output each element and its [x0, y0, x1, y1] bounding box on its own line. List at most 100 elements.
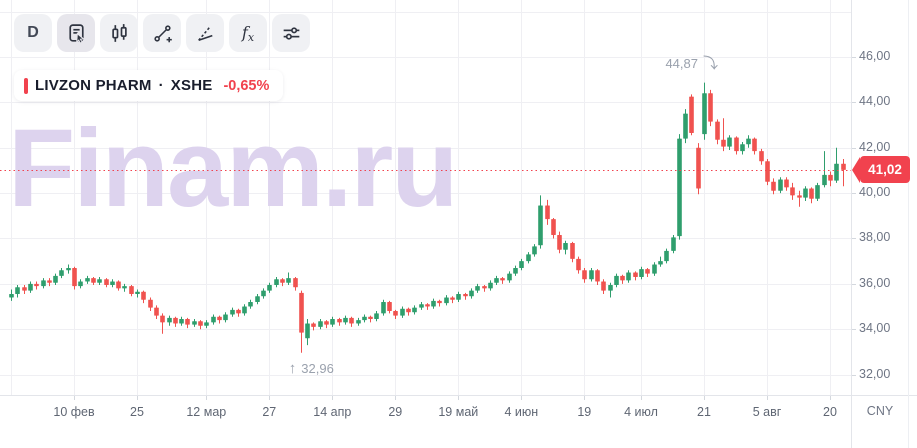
chart-settings-button[interactable] — [272, 14, 310, 52]
candle — [721, 139, 726, 147]
timeframe-label: D — [27, 24, 39, 41]
candle — [91, 278, 96, 283]
candle — [154, 307, 159, 316]
candle — [349, 317, 354, 324]
date-axis-tick — [206, 396, 207, 400]
candle — [280, 279, 285, 283]
candle — [576, 258, 581, 271]
low-price-annotation: ↑ 32,96 — [289, 361, 334, 376]
candle — [507, 273, 512, 281]
date-axis-tick — [521, 396, 522, 400]
candle — [589, 270, 594, 280]
date-axis-tick — [641, 396, 642, 400]
candle — [582, 270, 587, 280]
candle — [324, 321, 329, 325]
candle — [645, 269, 650, 274]
angle-tool-icon — [194, 22, 217, 45]
candle — [759, 151, 764, 162]
candle — [834, 163, 839, 181]
trend-line-icon — [151, 22, 174, 45]
candle — [595, 270, 600, 282]
candle — [734, 137, 739, 152]
candlestick-chart[interactable]: Finam.ru — [0, 0, 851, 395]
settings-sliders-icon — [280, 22, 303, 45]
candle — [116, 281, 121, 289]
candle — [771, 181, 776, 191]
instrument-legend[interactable]: LIVZON PHARM · XSHE -0,65% — [14, 70, 284, 101]
date-axis-tick — [395, 396, 396, 400]
date-axis-label: 12 мар — [186, 405, 227, 419]
trend-line-tool-button[interactable] — [143, 14, 181, 52]
candle — [362, 316, 367, 321]
candle — [286, 278, 291, 283]
candle — [551, 219, 556, 236]
date-axis-tick — [830, 396, 831, 400]
candle — [368, 316, 373, 319]
date-axis-label: 19 май — [438, 405, 479, 419]
candle — [482, 286, 487, 289]
date-axis-label: 29 — [388, 405, 403, 419]
price-axis-label: 38,00 — [859, 230, 891, 245]
timeframe-button[interactable]: D — [14, 14, 52, 52]
candle — [104, 279, 109, 285]
candle-style-button[interactable] — [100, 14, 138, 52]
price-axis[interactable]: 46,00 44,00 42,00 40,00 38,00 36,00 34,00 32,00 — [852, 0, 908, 395]
candle — [211, 316, 216, 323]
candle — [671, 237, 676, 251]
candles-layer — [0, 82, 851, 353]
candle — [230, 309, 235, 315]
candle — [469, 290, 474, 297]
date-axis-label: 25 — [130, 405, 144, 419]
price-axis-label: 46,00 — [859, 48, 891, 63]
candle — [236, 309, 241, 314]
candle — [53, 275, 58, 283]
candle — [41, 280, 46, 287]
date-axis-label: 14 апр — [313, 405, 352, 419]
candle — [696, 147, 701, 189]
price-axis-separator — [851, 0, 852, 448]
last-price-value: 41,02 — [868, 162, 902, 178]
candle — [393, 311, 398, 316]
candle — [160, 315, 165, 323]
candle — [708, 93, 713, 122]
date-axis-tick — [704, 396, 705, 400]
layout-template-button[interactable] — [57, 14, 95, 52]
indicators-button[interactable]: fx — [229, 14, 267, 52]
price-axis-label: 32,00 — [859, 366, 891, 381]
candle — [608, 284, 613, 291]
candle — [97, 279, 102, 283]
candle — [815, 185, 820, 199]
candle — [841, 163, 846, 170]
candle — [374, 313, 379, 319]
date-axis[interactable]: 10 фев 25 12 мар 27 14 апр 29 19 май 4 июн 19 4 и… — [0, 396, 851, 448]
date-axis-tick — [332, 396, 333, 400]
date-axis-label: 4 июн — [504, 405, 539, 419]
candle — [293, 278, 298, 288]
candle — [173, 317, 178, 324]
candle — [204, 322, 209, 326]
candle — [267, 284, 272, 291]
price-axis-label: 40,00 — [859, 185, 891, 200]
time-axis-separator — [0, 395, 917, 396]
candle — [652, 264, 657, 274]
candle — [419, 304, 424, 308]
date-axis-tick — [137, 396, 138, 400]
candle — [387, 301, 392, 312]
watermark: Finam.ru — [8, 107, 457, 230]
date-axis-label: 4 июл — [624, 405, 658, 419]
price-axis-tick — [852, 102, 856, 103]
candle — [488, 282, 493, 289]
candle — [689, 96, 694, 133]
up-arrow-icon: ↑ — [288, 359, 297, 377]
instrument-ticker: LIVZON PHARM — [35, 77, 152, 94]
candle — [305, 323, 310, 339]
candle — [557, 235, 562, 250]
angle-tool-button[interactable] — [186, 14, 224, 52]
candle — [532, 246, 537, 255]
price-axis-label: 44,00 — [859, 94, 891, 109]
candle — [475, 286, 480, 291]
candle — [148, 299, 153, 308]
instrument-color-bar — [24, 77, 28, 94]
high-price-label: 44,87 — [665, 55, 698, 71]
